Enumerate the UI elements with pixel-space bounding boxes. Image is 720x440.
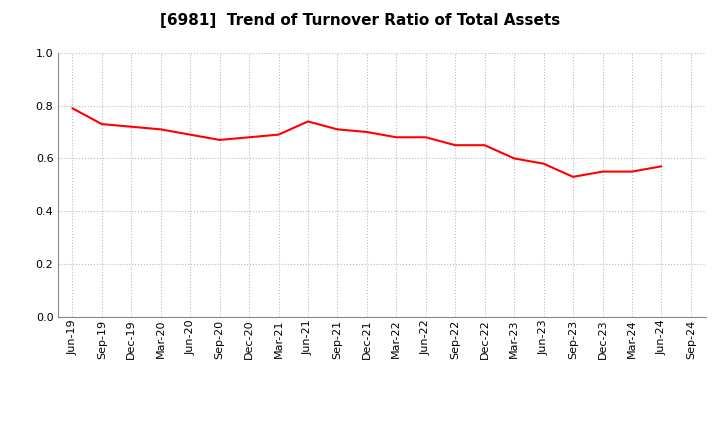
Text: [6981]  Trend of Turnover Ratio of Total Assets: [6981] Trend of Turnover Ratio of Total … bbox=[160, 13, 560, 28]
